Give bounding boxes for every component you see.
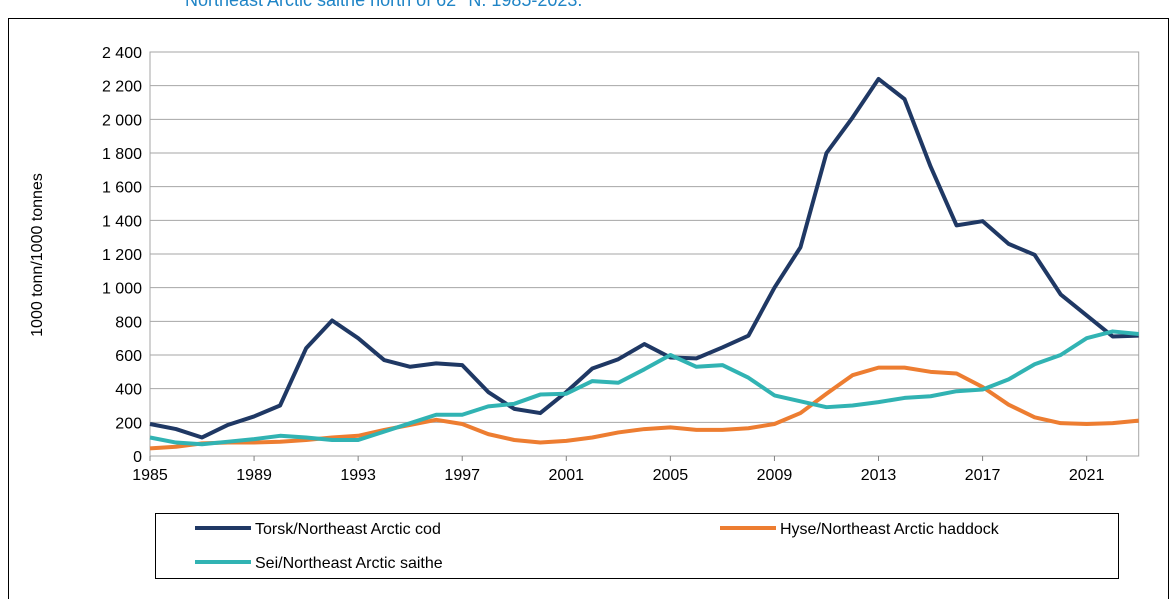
x-tick-label: 1997 <box>444 467 480 484</box>
x-tick-label: 1989 <box>236 467 272 484</box>
series-line <box>149 329 1139 447</box>
y-axis-label: 1000 tonn/1000 tonnes <box>29 173 46 337</box>
legend <box>155 513 1119 579</box>
frame <box>8 18 1169 599</box>
y-tick-label: 1 600 <box>102 180 142 197</box>
plot-border <box>149 51 1140 457</box>
x-tick-label: 2001 <box>548 467 584 484</box>
legend-label: Sei/Northeast Arctic saithe <box>255 555 443 572</box>
y-tick-label: 800 <box>115 314 142 331</box>
legend-label: Torsk/Northeast Arctic cod <box>255 521 441 538</box>
series-line <box>149 76 1139 440</box>
x-tick-label: 2013 <box>861 467 897 484</box>
x-tick-label: 1993 <box>340 467 376 484</box>
y-tick-label: 1 400 <box>102 213 142 230</box>
y-tick-label: 0 <box>133 449 142 466</box>
y-tick-label: 1 200 <box>102 247 142 264</box>
chart-title: Northeast Arctic saithe north of 62° N. … <box>185 0 582 10</box>
y-tick-label: 2 400 <box>102 45 142 62</box>
x-tick-label: 2005 <box>653 467 689 484</box>
y-tick-label: 1 000 <box>102 281 142 298</box>
y-tick-label: 400 <box>115 382 142 399</box>
y-tick-label: 2 000 <box>102 112 142 129</box>
x-tick-label: 1985 <box>132 467 168 484</box>
y-tick-label: 600 <box>115 348 142 365</box>
y-tick-label: 2 200 <box>102 79 142 96</box>
y-tick-label: 200 <box>115 415 142 432</box>
x-tick-label: 2009 <box>757 467 793 484</box>
legend-label: Hyse/Northeast Arctic haddock <box>780 521 1000 538</box>
y-tick-label: 1 800 <box>102 146 142 163</box>
x-tick-label: 2021 <box>1069 467 1105 484</box>
x-tick-label: 2017 <box>965 467 1001 484</box>
